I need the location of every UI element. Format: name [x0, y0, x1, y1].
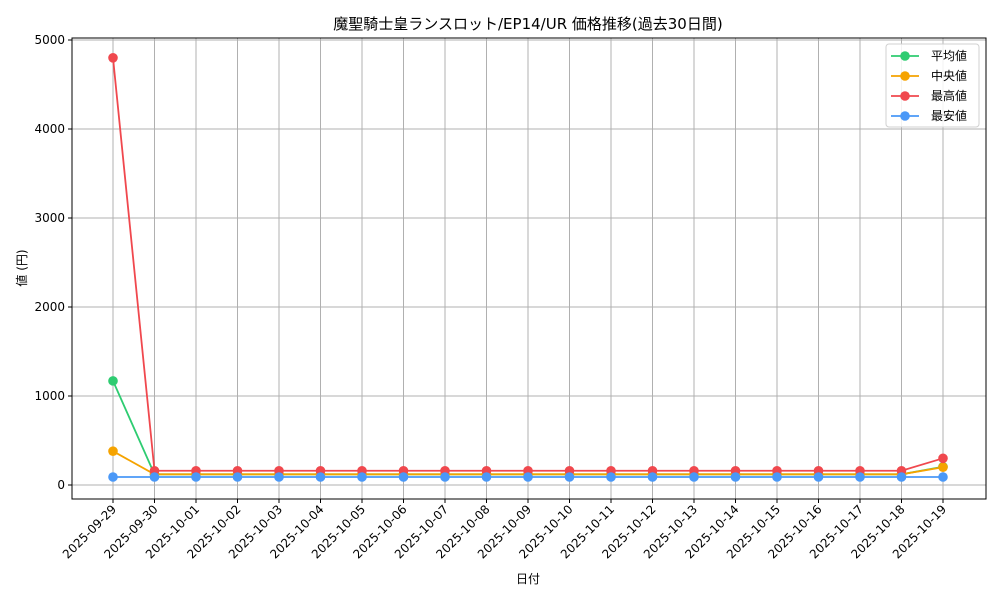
legend-marker-icon [900, 111, 910, 121]
data-point [149, 472, 160, 482]
data-point [772, 472, 782, 482]
chart-title: 魔聖騎士皇ランスロット/EP14/UR 価格推移(過去30日間) [333, 15, 722, 33]
data-point [357, 472, 367, 482]
data-point [730, 472, 741, 482]
legend-label: 中央値 [931, 68, 967, 83]
data-point [274, 472, 284, 482]
data-point [315, 472, 326, 482]
y-tick-label: 5000 [34, 33, 65, 47]
legend-label: 最高値 [931, 88, 967, 103]
legend-label: 最安値 [931, 108, 967, 123]
data-point [440, 472, 450, 482]
y-tick-label: 3000 [34, 211, 65, 225]
data-point [108, 472, 118, 482]
data-point [564, 472, 575, 482]
data-point [232, 472, 243, 482]
x-axis-label: 日付 [516, 572, 540, 586]
data-point [689, 472, 699, 482]
y-tick-label: 1000 [34, 389, 65, 403]
data-point [523, 472, 533, 482]
x-axis-ticks: 2025-09-292025-09-302025-10-012025-10-02… [60, 499, 949, 561]
plot-frame [71, 37, 987, 500]
data-point [855, 472, 865, 482]
data-point [606, 472, 616, 482]
legend-label: 平均値 [931, 48, 967, 63]
legend-marker-icon [900, 71, 910, 81]
y-tick-label: 4000 [34, 122, 65, 136]
legend-box [885, 43, 980, 128]
data-point [398, 472, 409, 482]
y-tick-label: 0 [57, 478, 65, 492]
legend-marker-icon [900, 51, 910, 61]
data-point [108, 376, 118, 386]
data-point [938, 462, 948, 473]
data-point [938, 472, 948, 482]
series-lines [108, 53, 948, 482]
legend-marker-icon [900, 91, 910, 101]
data-point [647, 472, 658, 482]
data-point [896, 472, 907, 482]
data-point [108, 446, 118, 456]
data-point [938, 453, 948, 464]
y-axis-label: 値 (円) [14, 249, 29, 286]
data-point [191, 472, 201, 482]
data-point [481, 472, 492, 482]
data-point [813, 472, 824, 482]
y-axis-ticks: 0 1000 2000 3000 4000 5000 [34, 33, 72, 492]
grid-lines [72, 38, 986, 499]
data-point [108, 53, 118, 63]
series-最安値 [108, 472, 948, 482]
y-tick-label: 2000 [34, 300, 65, 314]
